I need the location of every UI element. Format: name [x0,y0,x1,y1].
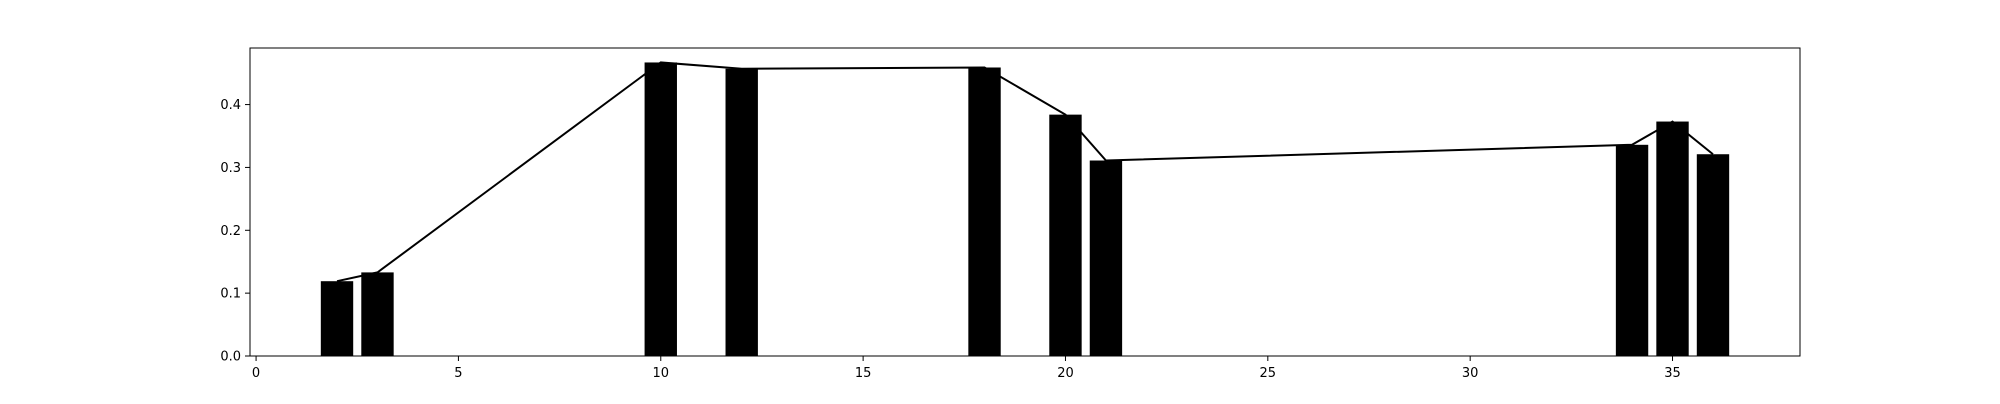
bar-7 [1615,144,1649,356]
series-line [336,61,1714,283]
x-tick-label-4: 20 [1057,366,1074,381]
y-tick-label-4: 0.4 [220,98,241,113]
y-tick-label-0: 0.0 [220,350,241,365]
y-axis: 0.0 0.1 0.2 0.3 0.4 [220,98,250,365]
bar-2 [644,62,677,357]
x-axis: 0 5 10 15 20 25 30 35 [252,356,1681,381]
y-tick-label-3: 0.3 [220,161,241,176]
bar-6 [1089,160,1123,356]
x-tick-label-2: 10 [652,366,669,381]
x-tick-label-6: 30 [1462,366,1479,381]
y-tick-label-2: 0.2 [220,224,241,239]
bar-0 [320,281,354,356]
bar-9 [1696,154,1730,356]
bar-5 [1049,114,1082,356]
line-layer [336,61,1714,283]
bars-layer [320,62,1730,357]
y-tick-label-1: 0.1 [220,287,241,302]
x-tick-label-7: 35 [1664,366,1681,381]
plot-frame [249,47,1801,357]
x-tick-label-3: 15 [855,366,872,381]
bar-8 [1656,121,1689,356]
bar-3 [725,68,758,357]
bar-1 [361,272,394,356]
x-tick-label-5: 25 [1260,366,1277,381]
bar-4 [968,67,1001,357]
x-tick-label-0: 0 [252,366,260,381]
x-tick-label-1: 5 [454,366,462,381]
